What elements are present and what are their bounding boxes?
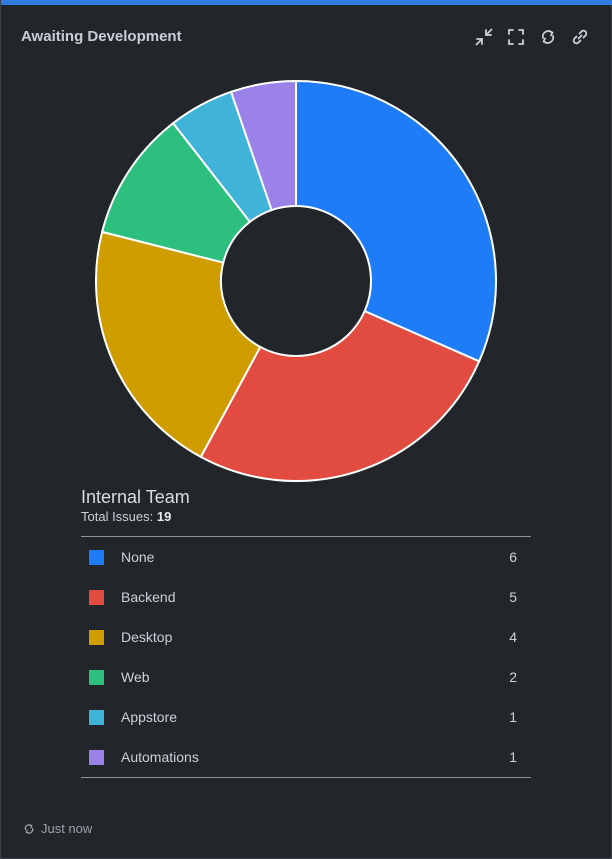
legend-header: Internal Team Total Issues: 19 [81, 486, 531, 526]
legend-item-appstore[interactable]: Appstore 1 [81, 697, 531, 737]
link-icon[interactable] [569, 26, 591, 48]
last-updated: Just now [23, 821, 92, 836]
refresh-icon[interactable] [537, 26, 559, 48]
legend-count: 1 [509, 709, 517, 725]
legend-count: 2 [509, 669, 517, 685]
donut-slice-desktop[interactable] [95, 230, 262, 459]
legend-label: Automations [121, 749, 199, 765]
legend-count: 5 [509, 589, 517, 605]
legend-label: None [121, 549, 155, 565]
legend-item-automations[interactable]: Automations 1 [81, 737, 531, 777]
legend-item-desktop[interactable]: Desktop 4 [81, 617, 531, 657]
legend-swatch [89, 629, 104, 645]
last-updated-text: Just now [41, 821, 93, 836]
team-name: Internal Team [81, 487, 190, 507]
fullscreen-icon[interactable] [505, 26, 527, 48]
legend-item-web[interactable]: Web 2 [81, 657, 531, 697]
legend-swatch [89, 669, 104, 685]
widget-header: Awaiting Development [21, 26, 591, 48]
legend-count: 4 [509, 629, 517, 645]
total-issues-label: Total Issues: [81, 509, 154, 524]
donut-slice-none[interactable] [295, 80, 497, 363]
legend-label: Web [121, 669, 150, 685]
legend-swatch [89, 549, 104, 565]
collapse-icon[interactable] [473, 26, 495, 48]
legend-label: Appstore [121, 709, 178, 725]
donut-slice-backend[interactable] [199, 309, 481, 482]
legend-swatch [89, 749, 104, 765]
legend-count: 6 [509, 549, 517, 565]
refresh-small-icon [24, 823, 34, 834]
legend-label: Desktop [121, 629, 173, 645]
total-issues: Total Issues: 19 [81, 508, 531, 526]
widget-toolbar [473, 26, 591, 48]
donut-slice-automations[interactable] [229, 80, 297, 212]
widget-accent-bar [1, 0, 612, 5]
legend-item-none[interactable]: None 6 [81, 537, 531, 577]
donut-chart [95, 80, 497, 482]
legend-label: Backend [121, 589, 176, 605]
donut-slice-web[interactable] [100, 121, 252, 264]
legend-item-backend[interactable]: Backend 5 [81, 577, 531, 617]
legend-list: None 6 Backend 5 Desktop 4 Web 2 Appstore 1 Automa… [81, 536, 531, 778]
legend-count: 1 [509, 749, 517, 765]
legend-swatch [89, 589, 104, 605]
legend-swatch [89, 709, 104, 725]
widget-title: Awaiting Development [21, 28, 182, 45]
total-issues-value: 19 [156, 509, 172, 524]
